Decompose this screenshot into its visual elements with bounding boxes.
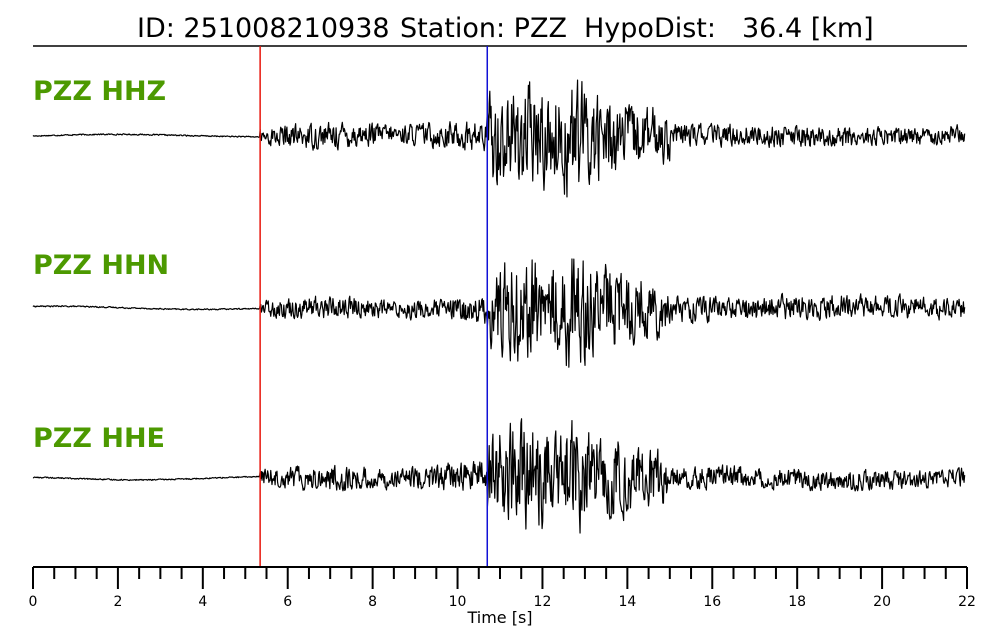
x-axis-ticks: 0 2 4 6 8 10 12 14 16 18 20 22 <box>29 567 976 610</box>
trace-pzz-hhn <box>32 258 966 368</box>
x-tick-label: 14 <box>618 594 636 610</box>
chart-title-station: Station: PZZ <box>400 13 567 44</box>
channel-label-pzz-hhz: PZZ HHZ <box>33 76 166 107</box>
x-tick-label: 10 <box>449 594 467 610</box>
x-axis: 0 2 4 6 8 10 12 14 16 18 20 22 Time [s] <box>29 566 976 627</box>
channel-label-pzz-hhn: PZZ HHN <box>33 250 169 281</box>
x-tick-label: 2 <box>113 594 122 610</box>
picks-group <box>259 46 489 567</box>
channel-label-pzz-hhe: PZZ HHE <box>33 423 165 454</box>
chart-title-hypodist-label: HypoDist: <box>584 13 716 44</box>
trace-pzz-hhe <box>32 418 966 534</box>
x-tick-label: 20 <box>873 594 891 610</box>
x-tick-label: 0 <box>29 594 38 610</box>
x-tick-label: 22 <box>958 594 976 610</box>
x-tick-label: 12 <box>534 594 552 610</box>
chart-title-hypodist-value: 36.4 [km] <box>742 13 874 44</box>
x-tick-label: 16 <box>703 594 721 610</box>
channel-labels-group: PZZ HHZ PZZ HHN PZZ HHE <box>33 76 169 454</box>
x-tick-label: 8 <box>368 594 377 610</box>
x-tick-label: 4 <box>198 594 207 610</box>
x-tick-label: 6 <box>283 594 292 610</box>
x-tick-label: 18 <box>788 594 806 610</box>
trace-pzz-hhz <box>32 79 966 198</box>
x-axis-label: Time [s] <box>466 608 532 627</box>
chart-title-id: ID: 251008210938 <box>137 13 390 44</box>
traces-group <box>32 79 966 534</box>
